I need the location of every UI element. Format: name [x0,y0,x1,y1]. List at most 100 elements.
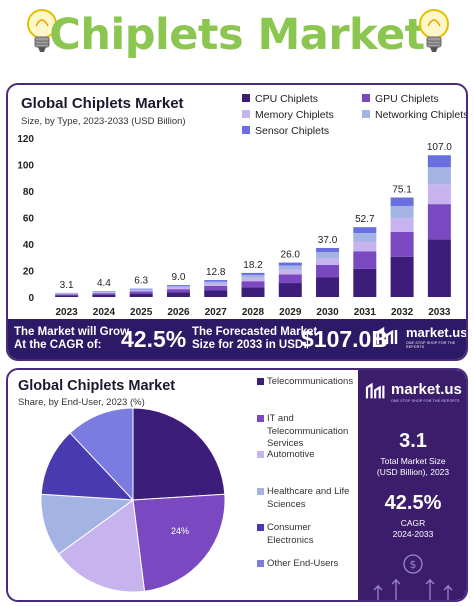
market-us-logo: market.us [406,325,468,340]
grow-label-line1: The Market will Grow [14,326,130,338]
pie-chart-panel: 24% Global Chiplets Market Share, by End… [6,368,468,602]
pie-legend-consumer: Consumer Electronics [257,522,357,547]
pie-legend-it-services: IT and Telecommunication Services [257,413,357,451]
bar-segment [166,287,190,290]
bar-segment [316,252,340,259]
bar-segment [390,217,414,232]
legend-swatch [362,94,370,102]
stats-banner: The Market will Grow At the CAGR of: 42.… [8,319,466,359]
pie-chart: 24% [40,407,226,593]
bar-segment [55,295,79,297]
market-us-logo-icon [365,382,385,399]
bar-segment [241,272,265,275]
bar-segment [278,265,302,270]
legend-swatch [242,94,250,102]
bar-total-label: 9.0 [172,272,186,283]
bar-segment [427,167,451,185]
legend-swatch [242,110,250,118]
pie-slice [69,407,134,502]
market-size-value: 3.1 [399,430,427,452]
bar-total-label: 3.1 [60,280,74,291]
pie-chart-title: Global Chiplets Market [18,378,176,394]
growth-arrows-decoration: $ [373,554,453,600]
bar-segment [427,155,451,168]
market-us-logo: market.us [391,381,462,398]
cagr-stat-value: 42.5% [384,492,442,514]
bar-segment [353,241,377,252]
stats-sidebar: market.us ONE STOP SHOP FOR THE REPORTS … [358,370,466,600]
legend-item-networking: Networking Chiplets [362,109,466,121]
grow-label-line2: At the CAGR of: [14,339,102,351]
bar-segment [241,287,265,297]
bar-segment [427,184,451,205]
y-tick-label: 80 [23,187,35,198]
pie-slice [57,499,146,593]
logo-tagline: ONE STOP SHOP FOR THE REPORTS [406,341,456,349]
bar-segment [204,290,228,297]
legend-label: IT and Telecommunication Services [267,413,349,449]
bar-segment [316,247,340,253]
legend-swatch [257,488,264,495]
bar-segment [129,293,153,297]
x-tick-label: 2023 [56,307,79,318]
bar-segment [204,280,228,282]
pie-slice [40,432,135,501]
legend-swatch [257,378,264,385]
bar-segment [166,285,190,287]
cagr-stat-label-line1: CAGR [400,518,426,528]
bar-total-label: 75.1 [392,184,412,195]
market-size-label-line1: Total Market Size [380,456,446,466]
bar-total-label: 37.0 [318,235,338,246]
market-us-logo-icon [376,326,398,344]
forecast-label-line2: Size for 2033 in USD: [192,339,308,351]
legend-item-gpu: GPU Chiplets [362,93,439,105]
cagr-stat-label: CAGR 2024-2033 [358,518,466,540]
x-tick-label: 2028 [242,307,265,318]
bar-segment [129,290,153,292]
bar-segment [353,227,377,234]
x-tick-label: 2026 [167,307,190,318]
x-tick-label: 2024 [93,307,116,318]
legend-swatch [242,126,250,134]
pie-chart-subtitle: Share, by End-User, 2023 (%) [18,397,145,408]
bar-segment [316,258,340,265]
legend-swatch [362,110,370,118]
bar-segment [166,292,190,297]
legend-swatch [257,560,264,567]
bar-segment [241,274,265,278]
lightbulb-icon [27,9,57,52]
x-tick-label: 2030 [316,307,339,318]
pie-slice [132,493,226,592]
legend-item-cpu: CPU Chiplets [242,93,318,105]
lightbulb-icon [419,9,449,52]
pie-legend-other: Other End-Users [257,558,357,571]
bar-segment [55,294,79,296]
legend-label: Other End-Users [267,558,339,569]
bar-segment [92,294,116,297]
legend-label: Consumer Electronics [267,522,314,546]
bar-segment [55,293,79,295]
pie-slice-label: 24% [171,526,189,536]
bar-segment [390,231,414,257]
x-tick-label: 2031 [354,307,377,318]
market-size-label: Total Market Size (USD Billion), 2023 [358,456,466,478]
bar-segment [427,204,451,240]
bar-segment [92,292,116,294]
bar-segment [241,277,265,282]
bar-total-label: 6.3 [134,276,148,287]
bar-segment [316,264,340,278]
bar-chart-title: Global Chiplets Market [21,95,184,112]
legend-label: Sensor Chiplets [255,125,330,137]
svg-text:$: $ [410,558,417,571]
legend-swatch [257,524,264,531]
legend-swatch [257,415,264,422]
header: Chiplets Market [0,0,474,80]
bar-segment [129,288,153,290]
bar-segment [316,277,340,297]
x-tick-label: 2029 [279,307,302,318]
legend-label: Automotive [267,449,315,460]
page-title: Chiplets Market [49,10,425,60]
legend-swatch [257,451,264,458]
bar-total-label: 107.0 [427,142,452,153]
bar-segment [204,283,228,286]
